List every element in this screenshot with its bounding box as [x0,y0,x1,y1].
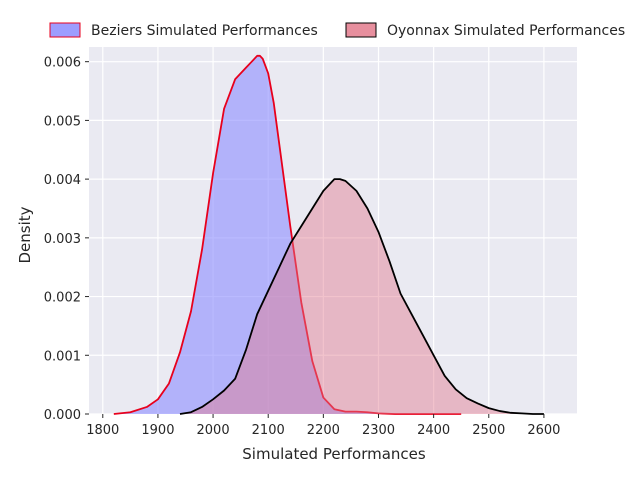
legend-swatch-oyonnax [345,22,377,38]
legend-label-oyonnax: Oyonnax Simulated Performances [387,23,625,39]
x-tick-label: 2400 [417,423,450,438]
y-axis-label: Density [16,206,34,263]
x-axis-label: Simulated Performances [242,445,426,463]
y-tick-label: 0.006 [44,56,81,71]
y-tick-label: 0.003 [44,232,81,247]
y-tick-label: 0.002 [44,291,81,306]
legend: Beziers Simulated Performances Oyonnax S… [49,22,625,39]
series-layer [113,54,544,415]
x-tick-label: 2600 [527,423,560,438]
y-tick-label: 0.001 [44,349,81,364]
series-beziers-area [113,55,462,415]
x-tick-label: 2100 [252,423,285,438]
x-tick-label: 1800 [86,423,119,438]
series-oyonnax-area [179,179,544,414]
y-axis-ticks: 0.000 0.001 0.002 0.003 0.004 0.005 0.006 [44,56,89,423]
x-tick-label: 2000 [197,423,230,438]
series-beziers-line [113,54,462,415]
plot-background [89,47,577,414]
x-tick-label: 2200 [307,423,340,438]
x-tick-label: 2500 [472,423,505,438]
y-tick-label: 0.005 [44,114,81,129]
y-tick-label: 0.000 [44,408,81,423]
x-axis-ticks: 1800 1900 2000 2100 2200 2300 2400 2500 2600 [86,414,560,438]
legend-swatch-beziers [49,22,81,38]
y-tick-label: 0.004 [44,173,81,188]
x-tick-label: 2300 [362,423,395,438]
legend-label-beziers: Beziers Simulated Performances [91,23,318,39]
series-oyonnax-line [179,178,544,415]
x-tick-label: 1900 [141,423,174,438]
